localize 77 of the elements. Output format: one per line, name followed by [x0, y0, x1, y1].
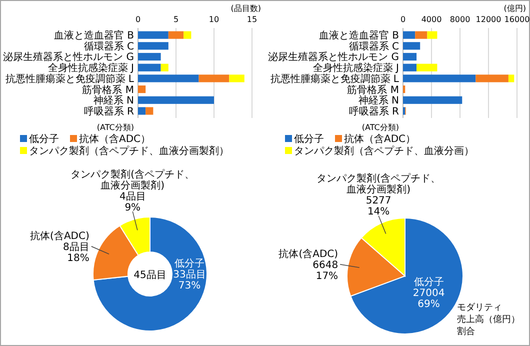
- y-axis-title: (ATC分類): [96, 123, 134, 132]
- slice-label: 低分子: [174, 258, 204, 270]
- y-tick-label: 筋骨格系 M: [82, 84, 134, 96]
- x-tick-label: 4000: [421, 15, 442, 24]
- y-tick-label: 神経系 N: [93, 94, 134, 107]
- y-tick-label: 血液と造血器官 B: [54, 30, 134, 42]
- y-tick-label: 筋骨格系 M: [347, 84, 399, 96]
- y-tick-label: 血液と造血器官 B: [318, 30, 400, 42]
- text: 売上高（億円）: [457, 314, 520, 325]
- y-tick-label: 抗悪性腫瘍薬と免疫調節薬 L: [5, 72, 134, 85]
- data-label: 8品目 18%: [63, 242, 90, 264]
- bar: [403, 52, 417, 61]
- legend-label: 低分子: [29, 133, 59, 145]
- x-axis-title: (億円): [504, 4, 526, 13]
- y-tick-label: 循環器系 C: [348, 40, 400, 52]
- legend-label: 抗体（含ADC）: [344, 133, 416, 145]
- slice-label: 低分子: [414, 276, 444, 288]
- x-tick-label: 16000: [504, 15, 530, 24]
- bar: [415, 31, 428, 39]
- bar: [403, 96, 462, 104]
- data-label: 33品目 73%: [173, 270, 206, 292]
- y-tick-label: 泌尿生殖器系と性ホルモン G: [268, 51, 399, 64]
- bar: [138, 31, 168, 39]
- text: モダリティ: [457, 302, 502, 313]
- data-label: 5277 14%: [366, 196, 392, 218]
- bar: [138, 85, 146, 94]
- x-tick-label: 10: [208, 15, 220, 24]
- bar: [229, 74, 244, 82]
- y-tick-label: 神経系 N: [358, 94, 399, 107]
- bar: [416, 64, 438, 72]
- y-tick-label: 呼吸器系 R: [348, 105, 400, 118]
- x-tick-label: 0: [135, 15, 141, 24]
- x-axis-title: (品目数): [230, 4, 261, 13]
- bar: [146, 107, 154, 115]
- bar: [198, 74, 230, 82]
- bar: [168, 31, 184, 39]
- donut-slice: [92, 216, 208, 332]
- slice-label: 抗体(含ADC): [30, 230, 90, 242]
- bar: [138, 42, 168, 50]
- legend-label: タンパク製剤（含ペプチド、血液分画）: [294, 145, 474, 157]
- slice-label: 抗体(含ADC): [278, 248, 338, 260]
- slice-label: タンパク製剤(含ペプチド、血液分画製剤): [316, 172, 441, 196]
- y-tick-label: 呼吸器系 R: [84, 105, 134, 118]
- legend-label: 抗体（含ADC）: [79, 133, 151, 145]
- bar: [403, 42, 420, 50]
- y-tick-label: 泌尿生殖器系と性ホルモン G: [3, 51, 134, 64]
- bar: [138, 96, 214, 104]
- legend-label: 低分子: [294, 133, 324, 145]
- y-tick-label: 循環器系 C: [84, 40, 134, 52]
- y-tick-label: 抗悪性腫瘍薬と免疫調節薬 L: [270, 72, 400, 85]
- y-tick-label: 全身性抗感染症薬 J: [48, 62, 134, 74]
- data-label: 27004 69%: [412, 288, 445, 310]
- text: 割合: [457, 326, 475, 337]
- x-tick-label: 12000: [476, 15, 502, 24]
- data-label: 6648 17%: [312, 260, 338, 282]
- slice-label: タンパク製剤(含ペプチド、血液分画製剤): [70, 168, 195, 192]
- x-tick-label: 15: [246, 15, 258, 24]
- y-tick-label: 全身性抗感染症薬 J: [312, 62, 399, 74]
- x-tick-label: 5: [173, 15, 179, 24]
- x-tick-label: 8000: [450, 15, 470, 24]
- y-axis-title: (ATC分類): [362, 123, 399, 132]
- bar: [138, 107, 146, 115]
- bar: [403, 64, 417, 72]
- bar: [403, 74, 476, 82]
- x-tick-label: 0: [400, 15, 406, 24]
- bar: [138, 52, 161, 61]
- bar: [138, 74, 199, 82]
- bar: [476, 74, 508, 82]
- bar: [160, 64, 168, 72]
- legend-label: タンパク製剤（含ペプチド、血液分画製剤）: [29, 145, 229, 157]
- bar: [138, 64, 161, 72]
- bar: [427, 31, 438, 39]
- bar: [508, 74, 514, 82]
- text: 45品目: [134, 270, 166, 281]
- bar: [403, 31, 416, 39]
- bar: [184, 31, 192, 39]
- data-label: 4品目 9%: [119, 191, 146, 214]
